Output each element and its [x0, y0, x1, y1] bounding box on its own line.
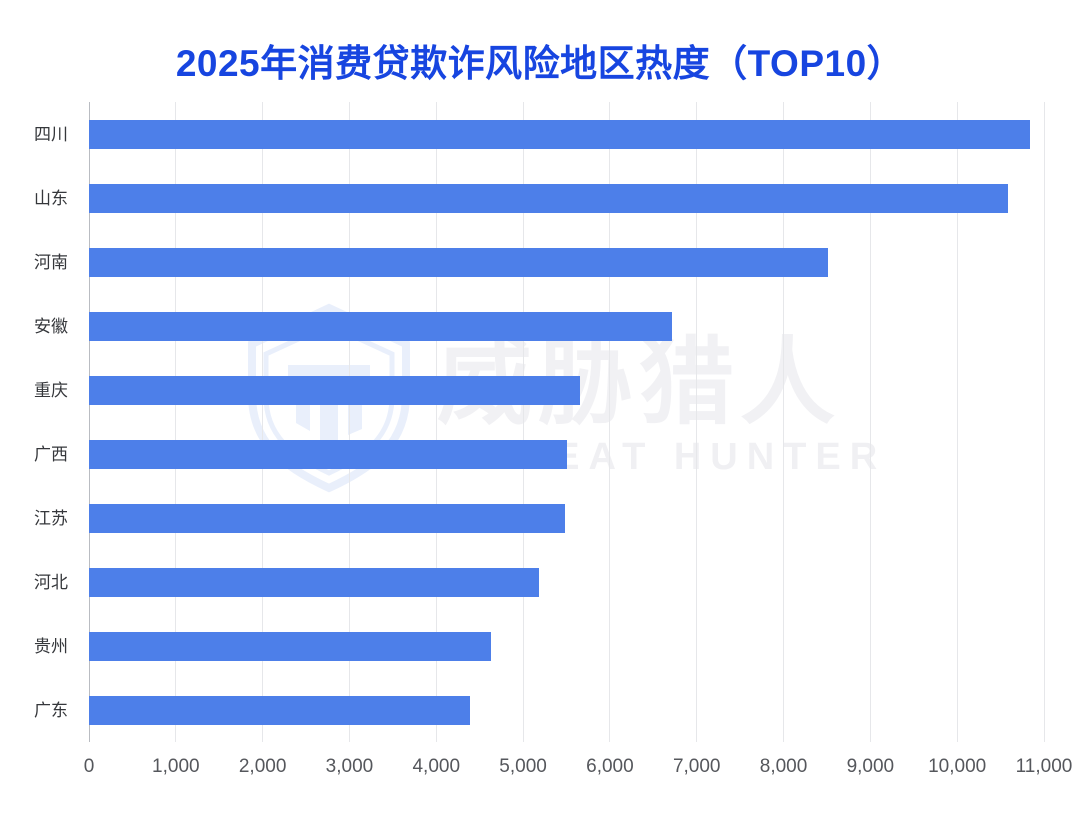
bar[interactable]	[89, 311, 673, 341]
x-axis-tick-label: 0	[83, 756, 95, 777]
x-gridline	[435, 102, 437, 742]
x-axis-tick-label: 4,000	[412, 756, 461, 777]
x-axis-tick-label: 7,000	[672, 756, 721, 777]
chart-title: 2025年消费贷欺诈风险地区热度（TOP10）	[175, 43, 905, 84]
y-axis-category-label: 河北	[34, 572, 68, 592]
bar[interactable]	[89, 631, 491, 661]
y-axis-category-label: 山东	[34, 188, 68, 208]
x-axis-tick-label: 6,000	[586, 756, 634, 777]
x-gridline	[696, 102, 698, 742]
bar[interactable]	[89, 183, 1008, 213]
x-axis-tick-label: 8,000	[759, 756, 808, 777]
x-gridline	[1043, 102, 1045, 742]
x-axis-tick-label: 9,000	[846, 756, 895, 777]
x-gridline	[609, 102, 611, 742]
y-axis-category-label: 重庆	[34, 380, 68, 400]
x-axis-tick-label: 2,000	[238, 756, 287, 777]
y-axis-category-label: 安徽	[34, 316, 68, 336]
bar[interactable]	[89, 695, 471, 725]
y-axis-category-label: 河南	[34, 252, 68, 272]
watermark	[240, 303, 418, 493]
x-gridline	[956, 102, 958, 742]
bar[interactable]	[89, 247, 828, 277]
x-axis-tick-label: 11,000	[1015, 756, 1073, 777]
shield-logo-icon	[248, 303, 410, 493]
x-axis-tick-label: 10,000	[928, 756, 987, 777]
bar[interactable]	[89, 567, 539, 597]
y-axis-category-label: 贵州	[34, 636, 68, 656]
x-gridline	[522, 102, 524, 742]
x-gridline	[175, 102, 177, 742]
x-gridline	[262, 102, 264, 742]
x-axis-tick-label: 3,000	[325, 756, 374, 777]
y-axis-category-label: 广西	[34, 444, 68, 464]
bar[interactable]	[89, 119, 1031, 149]
x-gridline	[783, 102, 785, 742]
x-gridline	[869, 102, 871, 742]
y-axis-category-label: 江苏	[34, 508, 68, 528]
y-axis-category-label: 广东	[34, 700, 68, 720]
x-gridline	[348, 102, 350, 742]
y-axis-category-label: 四川	[34, 124, 68, 144]
x-axis-tick-label: 5,000	[499, 756, 547, 777]
y-axis-line	[88, 102, 90, 742]
bar[interactable]	[89, 375, 581, 405]
bar[interactable]	[89, 439, 567, 469]
bar[interactable]	[89, 503, 565, 533]
x-axis-tick-label: 1,000	[152, 756, 200, 777]
